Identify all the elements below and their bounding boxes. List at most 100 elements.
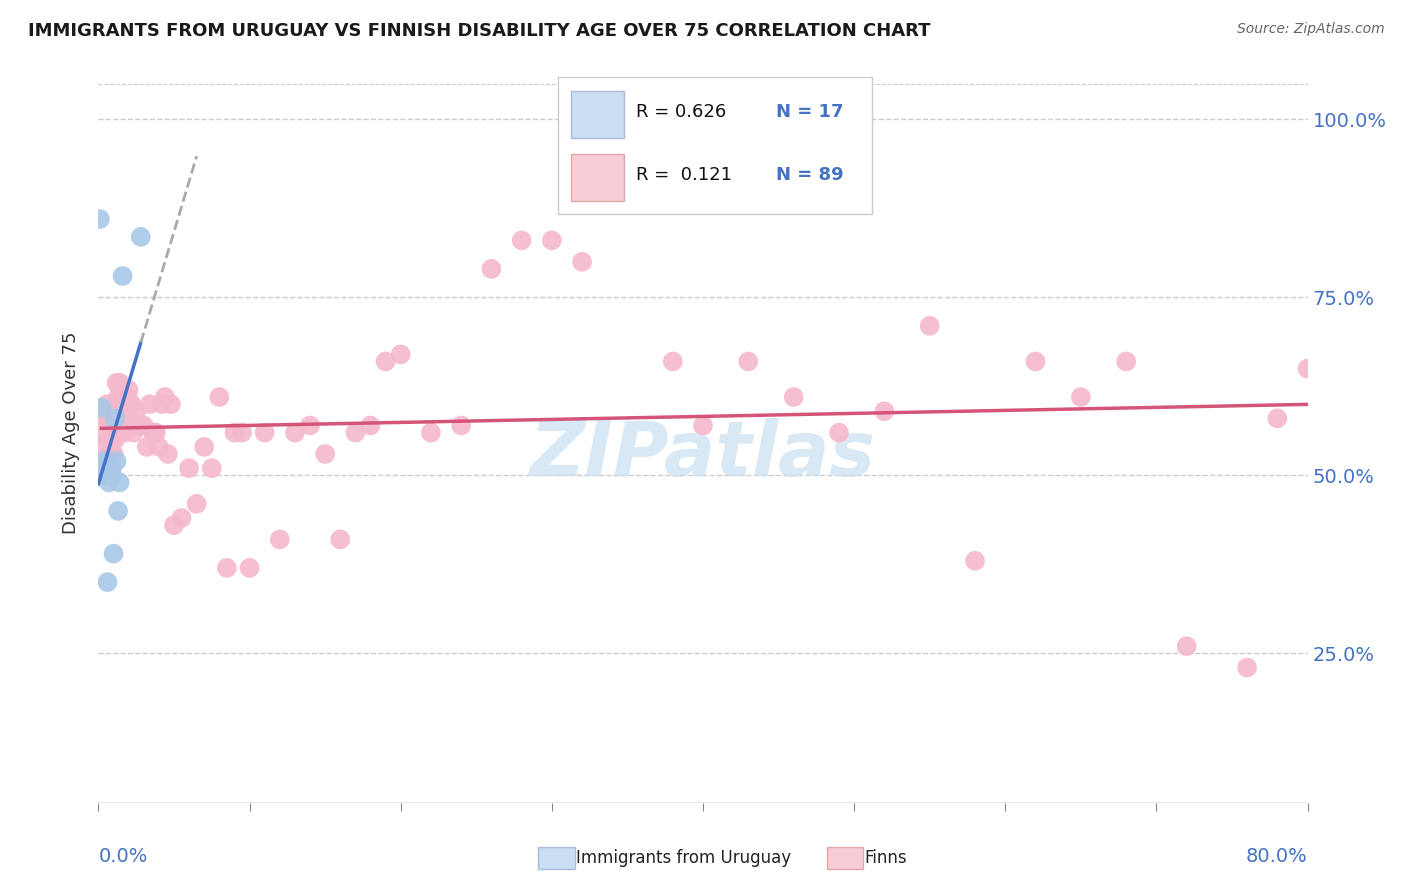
Point <box>201 461 224 475</box>
Point <box>105 411 128 425</box>
FancyBboxPatch shape <box>571 91 624 138</box>
Point <box>145 425 167 440</box>
Point <box>128 418 150 433</box>
Point <box>170 511 193 525</box>
Point <box>631 191 654 205</box>
Point <box>828 425 851 440</box>
Point <box>783 390 806 404</box>
Point <box>112 425 135 440</box>
Point <box>1070 390 1092 404</box>
Point <box>125 404 148 418</box>
Point <box>179 461 201 475</box>
Point <box>965 554 987 568</box>
Point <box>100 454 122 468</box>
Point <box>156 447 179 461</box>
Point <box>105 454 128 468</box>
Point <box>389 347 412 361</box>
Y-axis label: Disability Age Over 75: Disability Age Over 75 <box>62 331 80 534</box>
Point <box>94 425 117 440</box>
Point <box>98 475 121 490</box>
Point <box>100 418 122 433</box>
Point <box>239 561 262 575</box>
Point <box>96 461 118 475</box>
Point <box>122 425 145 440</box>
Point <box>450 418 472 433</box>
Point <box>94 461 117 475</box>
Text: Immigrants from Uruguay: Immigrants from Uruguay <box>576 849 792 867</box>
Point <box>107 425 129 440</box>
Text: 0.0%: 0.0% <box>98 847 148 866</box>
Point <box>101 447 124 461</box>
Point <box>231 425 253 440</box>
Point <box>111 268 134 283</box>
Point <box>571 254 593 268</box>
Text: Source: ZipAtlas.com: Source: ZipAtlas.com <box>1237 22 1385 37</box>
Point <box>129 230 152 244</box>
Point <box>269 533 291 547</box>
Point <box>148 440 170 454</box>
Point <box>104 433 127 447</box>
Point <box>1115 354 1137 368</box>
Point <box>1236 660 1258 674</box>
Point <box>661 354 683 368</box>
Point <box>93 454 115 468</box>
Point <box>186 497 208 511</box>
Point <box>96 433 118 447</box>
Point <box>135 440 157 454</box>
Point <box>163 518 186 533</box>
Point <box>101 468 124 483</box>
Point <box>1175 639 1198 653</box>
Point <box>253 425 276 440</box>
Text: N = 89: N = 89 <box>776 166 844 184</box>
Point <box>329 533 352 547</box>
Point <box>114 411 136 425</box>
Point <box>118 383 141 397</box>
Point <box>111 418 134 433</box>
Point <box>284 425 307 440</box>
Point <box>208 390 231 404</box>
Point <box>89 212 111 227</box>
Point <box>132 418 155 433</box>
Point <box>1296 361 1319 376</box>
Point <box>108 376 131 390</box>
Point <box>121 397 143 411</box>
Point <box>299 418 322 433</box>
Point <box>96 575 118 590</box>
Text: ZIPatlas: ZIPatlas <box>530 417 876 491</box>
Point <box>1024 354 1046 368</box>
Text: N = 17: N = 17 <box>776 103 844 121</box>
Point <box>692 418 714 433</box>
Point <box>100 433 122 447</box>
Text: R =  0.121: R = 0.121 <box>637 166 733 184</box>
Point <box>90 401 112 415</box>
Point <box>98 411 121 425</box>
Point <box>91 461 114 475</box>
Point <box>420 425 443 440</box>
Point <box>150 397 173 411</box>
Point <box>737 354 759 368</box>
Point <box>142 425 165 440</box>
Text: R = 0.626: R = 0.626 <box>637 103 727 121</box>
Point <box>101 461 124 475</box>
Point <box>104 411 127 425</box>
Point <box>139 397 162 411</box>
Point <box>91 440 114 454</box>
Point <box>540 234 562 248</box>
Point <box>481 261 503 276</box>
FancyBboxPatch shape <box>558 78 872 214</box>
Point <box>94 468 117 483</box>
Point <box>96 397 118 411</box>
Text: Finns: Finns <box>865 849 907 867</box>
Point <box>104 404 127 418</box>
Point <box>98 447 121 461</box>
Point <box>215 561 238 575</box>
Point <box>873 404 896 418</box>
Point <box>918 318 941 333</box>
Point <box>120 418 142 433</box>
Point <box>103 418 125 433</box>
Point <box>193 440 215 454</box>
Point <box>314 447 336 461</box>
Point <box>160 397 183 411</box>
Point <box>105 376 128 390</box>
Point <box>602 198 624 212</box>
